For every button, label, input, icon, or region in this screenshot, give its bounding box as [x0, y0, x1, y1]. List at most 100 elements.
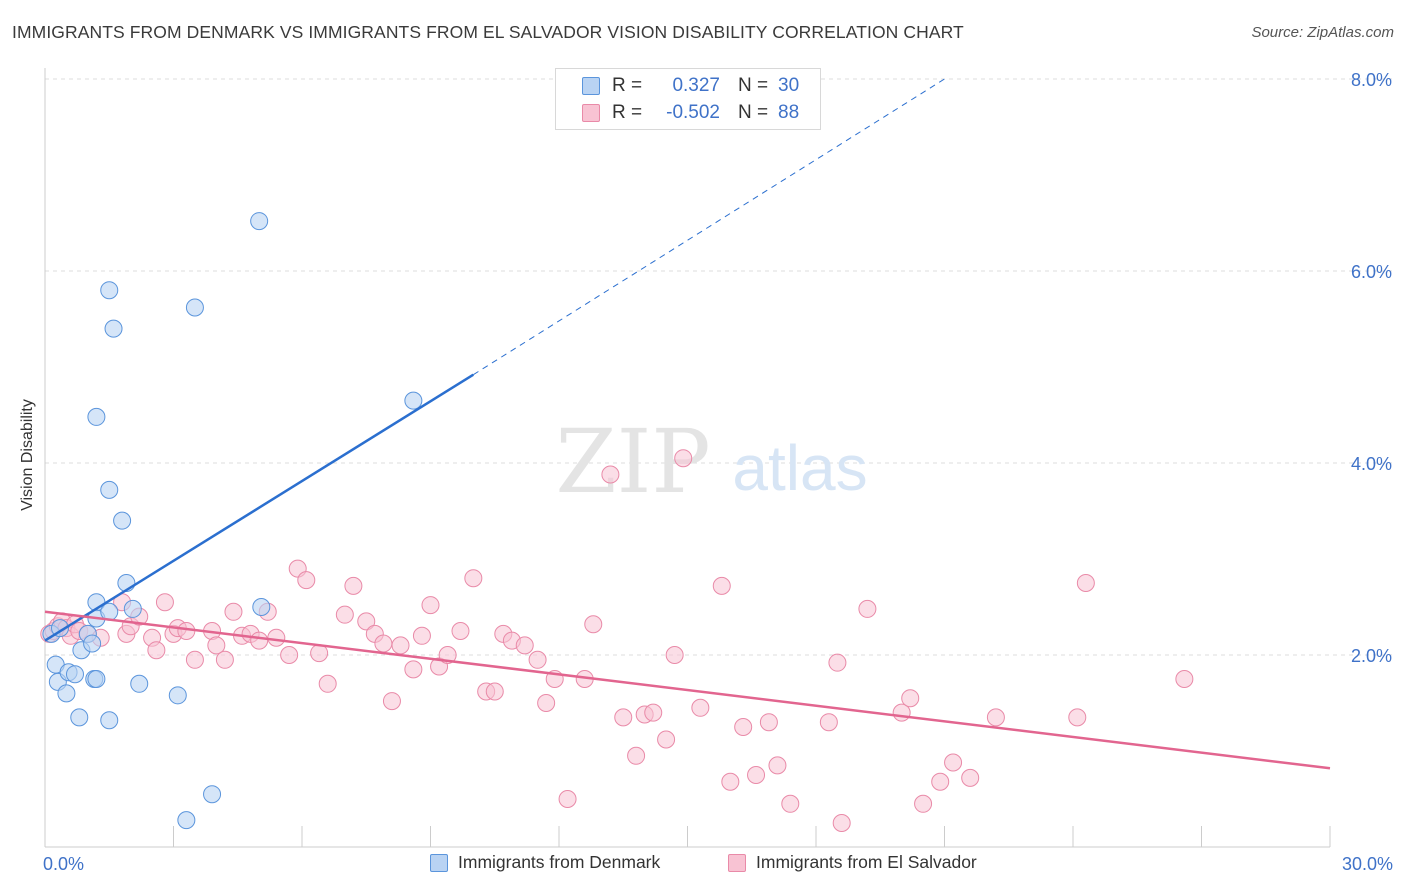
elsalvador-point [421, 596, 440, 615]
elsalvador-swatch [728, 853, 746, 872]
elsalvador-point [828, 653, 847, 672]
elsalvador-point [657, 730, 676, 749]
elsalvador-point [601, 465, 620, 484]
denmark-point [57, 684, 76, 703]
elsalvador-point [335, 605, 354, 624]
n-label: N = [738, 102, 769, 123]
elsalvador-point [318, 674, 337, 693]
elsalvador-point [665, 646, 684, 664]
elsalvador-point [155, 593, 174, 612]
denmark-point [404, 391, 423, 410]
denmark-point [65, 665, 84, 684]
elsalvador-trend-line [44, 610, 1331, 770]
elsalvador-point [382, 692, 401, 711]
denmark-trend-extension [473, 78, 945, 376]
denmark-points [42, 212, 423, 830]
denmark-point [177, 811, 196, 830]
elsalvador-point [485, 682, 504, 701]
denmark-swatch [582, 77, 600, 95]
elsalvador-point [297, 571, 316, 590]
elsalvador-point [224, 602, 243, 621]
axes [44, 68, 1331, 848]
denmark-point [100, 281, 119, 300]
denmark-point [100, 480, 119, 499]
elsalvador-point [515, 636, 534, 655]
n-label: N = [738, 75, 769, 96]
watermark: ZIP atlas [555, 410, 867, 513]
elsalvador-point [464, 569, 483, 588]
watermark-atlas: atlas [732, 432, 867, 504]
x-tick-label: 0.0% [43, 854, 84, 874]
legend-row-denmark: R = 0.327 N = 30 [556, 73, 799, 99]
r-value: -0.502 [666, 102, 720, 123]
tick-labels: 2.0% 4.0% 6.0% 8.0% 0.0% 30.0% [43, 70, 1393, 874]
source-label: Source: ZipAtlas.com [1251, 24, 1394, 41]
elsalvador-point [858, 599, 877, 618]
elsalvador-point [374, 634, 393, 653]
elsalvador-point [558, 790, 577, 808]
denmark-point [83, 634, 102, 653]
elsalvador-point [721, 772, 740, 791]
denmark-point [250, 212, 269, 231]
denmark-point [130, 674, 149, 693]
elsalvador-point [537, 694, 556, 712]
denmark-point [50, 619, 69, 638]
denmark-point [87, 407, 106, 426]
y-tick-label: 2.0% [1351, 646, 1392, 666]
elsalvador-point [404, 660, 423, 679]
elsalvador-point [1076, 574, 1095, 592]
legend-item-elsalvador[interactable]: Immigrants from El Salvador [728, 852, 977, 873]
chart-title: IMMIGRANTS FROM DENMARK VS IMMIGRANTS FR… [12, 22, 964, 42]
elsalvador-point [914, 794, 933, 813]
elsalvador-point [712, 576, 731, 595]
denmark-point [168, 686, 187, 705]
legend-label: Immigrants from Denmark [458, 852, 661, 872]
elsalvador-point [391, 636, 410, 655]
elsalvador-point [901, 689, 920, 708]
denmark-point [70, 708, 89, 727]
elsalvador-point [832, 814, 851, 832]
denmark-trend-line [44, 373, 474, 642]
legend-item-denmark[interactable]: Immigrants from Denmark [430, 852, 660, 873]
elsalvador-point [674, 449, 693, 468]
elsalvador-point [250, 631, 269, 650]
r-label: R = [612, 102, 643, 123]
elsalvador-point [177, 622, 196, 640]
elsalvador-point [412, 626, 431, 645]
gridlines [45, 78, 1392, 656]
n-value: 30 [778, 75, 800, 96]
elsalvador-point [267, 628, 286, 647]
elsalvador-point [1068, 708, 1087, 727]
elsalvador-point [986, 708, 1005, 727]
elsalvador-point [584, 615, 603, 634]
elsalvador-point [215, 650, 234, 669]
elsalvador-points [40, 449, 1194, 832]
denmark-point [100, 711, 119, 730]
elsalvador-point [614, 708, 633, 727]
elsalvador-point [781, 794, 800, 813]
r-label: R = [612, 75, 643, 96]
denmark-point [87, 670, 106, 688]
correlation-legend: R = 0.327 N = 30 R = -0.502 N = 88 [555, 68, 821, 130]
elsalvador-point [644, 703, 663, 722]
x-tick-label: 30.0% [1342, 854, 1393, 874]
series-legend: Immigrants from Denmark Immigrants from … [0, 852, 1406, 878]
y-tick-label: 4.0% [1351, 454, 1392, 474]
elsalvador-point [931, 772, 950, 791]
elsalvador-point [451, 622, 470, 640]
r-value: 0.327 [672, 75, 720, 96]
denmark-point [104, 319, 123, 338]
elsalvador-point [734, 718, 753, 736]
elsalvador-point [944, 753, 963, 772]
denmark-point [113, 511, 132, 530]
elsalvador-point [1175, 670, 1194, 688]
denmark-point [185, 298, 204, 317]
elsalvador-point [759, 713, 778, 732]
legend-row-elsalvador: R = -0.502 N = 88 [556, 100, 799, 126]
denmark-swatch [430, 853, 448, 872]
elsalvador-point [528, 650, 547, 669]
denmark-point [203, 785, 222, 804]
elsalvador-swatch [582, 104, 600, 122]
elsalvador-point [185, 650, 204, 669]
